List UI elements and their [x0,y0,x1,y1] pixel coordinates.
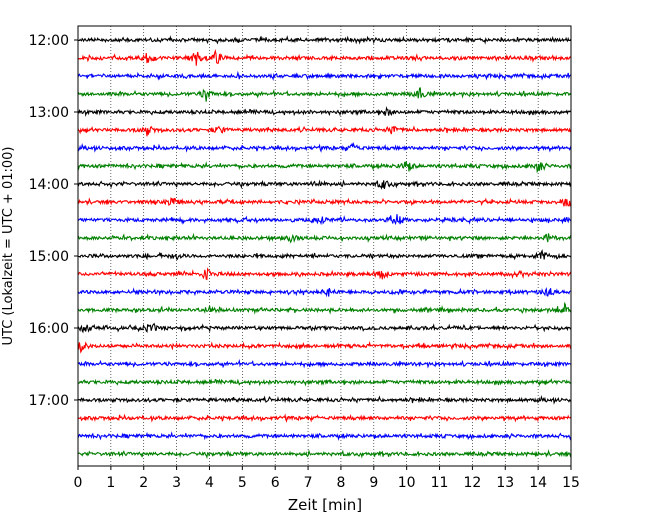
seismic-trace-1215 [77,48,572,66]
seismic-trace-1715 [77,413,572,423]
seismic-trace-1400 [77,179,572,190]
x-tick-label: 5 [238,475,247,491]
y-tick-label: 16:00 [29,321,69,337]
seismic-trace-1545 [77,301,572,315]
seismic-trace-1230 [77,70,572,81]
x-tick-label: 3 [172,475,181,491]
y-tick-label: 14:00 [29,177,69,193]
y-tick-label: 17:00 [29,393,69,409]
y-tick-label: 15:00 [29,249,69,265]
x-tick-label: 2 [139,475,148,491]
seismic-traces [77,35,572,460]
seismic-trace-1700 [77,395,572,405]
vertical-grid [110,26,539,466]
seismic-trace-1300 [77,105,572,118]
x-tick-label: 0 [74,475,83,491]
x-tick-label: 15 [562,475,580,491]
seismic-trace-1515 [77,267,572,281]
seismic-trace-1345 [77,161,572,174]
seismic-trace-1445 [77,232,572,244]
seismic-trace-1530 [77,287,572,298]
x-tick-label: 12 [463,475,481,491]
x-tick-label: 4 [205,475,214,491]
seismic-trace-1315 [77,125,572,137]
seismic-trace-1245 [77,87,572,102]
x-tick-label: 7 [304,475,313,491]
y-tick-label: 12:00 [29,33,69,49]
x-tick-label: 9 [369,475,378,491]
plot-frame [77,25,572,467]
seismic-trace-1600 [77,322,572,334]
x-tick-label: 1 [106,475,115,491]
x-tick-label: 6 [271,475,280,491]
y-axis-ticks: 12:00 13:00 14:00 15:00 16:00 17:00 [29,33,78,409]
y-axis-label: UTC (Lokalzeit = UTC + 01:00) [1,147,16,346]
x-tick-label: 11 [431,475,449,491]
seismic-trace-1200 [77,35,572,45]
y-tick-label: 13:00 [29,105,69,121]
seismic-trace-1630 [77,358,572,369]
x-axis-ticks: 0 1 2 3 4 5 6 7 8 9 10 11 12 13 14 15 [74,466,580,491]
x-tick-label: 8 [336,475,345,491]
seismic-trace-1430 [77,214,572,226]
x-axis-label: Zeit [min] [288,496,362,514]
x-tick-label: 14 [529,475,547,491]
seismic-trace-1745 [77,449,572,460]
seismic-trace-1645 [77,378,572,387]
plot-background [78,26,571,466]
seismic-trace-1615 [77,340,572,354]
x-tick-label: 13 [496,475,514,491]
seismic-trace-1330 [77,142,572,153]
seismic-trace-1415 [77,197,572,207]
seismic-trace-1500 [78,249,572,261]
seismic-trace-1730 [77,431,572,441]
x-tick-label: 10 [398,475,416,491]
